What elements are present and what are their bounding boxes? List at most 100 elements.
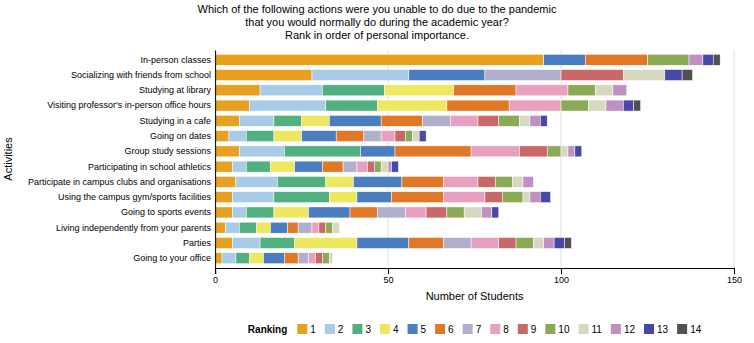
bar [360,146,395,157]
bar [215,85,260,96]
tick: Studying at library [139,85,212,95]
bar [232,161,246,172]
bar [270,222,287,233]
bar [312,222,319,233]
legend-label: 11 [591,324,602,335]
legend-swatch [644,324,654,334]
bar [575,146,582,157]
tick-label: Going on dates [150,131,212,141]
bar [250,253,264,264]
x-axis-title: Number of Students [426,290,524,302]
bar [499,115,520,126]
bar [264,253,285,264]
bar [357,237,409,248]
bar [215,115,239,126]
bar [561,100,589,111]
series [564,54,720,248]
bar [215,70,312,81]
bar [544,237,554,248]
legend-swatch [352,324,362,334]
bar [309,207,351,218]
bar [626,85,627,96]
bar [547,115,548,126]
grid-line [215,50,216,268]
bar [315,253,322,264]
legend-item: 10 [545,324,570,335]
legend-swatch [408,324,418,334]
plot-area: 050100150Going to your officePartiesLivi… [28,50,742,285]
tick: 50 [384,268,394,285]
bar [689,54,703,65]
legend: Ranking1234567891011121314 [248,324,702,335]
legend-item: 7 [463,324,482,335]
bar [426,131,427,142]
bar [509,100,561,111]
bar [412,131,419,142]
bar [215,54,544,65]
bar [246,161,270,172]
bar [232,207,246,218]
tick-label: 0 [213,275,218,285]
tick: Going to sports events [121,207,212,217]
bar [215,253,222,264]
bar [540,192,550,203]
bar [215,192,232,203]
bar [333,222,340,233]
bar [392,161,399,172]
bar [339,222,340,233]
bar [332,253,333,264]
legend-swatch [325,324,335,334]
series [264,54,586,263]
series [222,70,409,264]
bar [250,100,326,111]
series [215,54,544,263]
bar [581,146,582,157]
bar [443,176,478,187]
bar [236,253,250,264]
legend-item: 11 [578,324,602,335]
bar [239,115,274,126]
chart: 050100150Going to your officePartiesLivi… [0,0,754,343]
legend-label: 13 [657,324,669,335]
bar [232,192,274,203]
bar [274,207,309,218]
legend-label: 4 [393,324,399,335]
tick-mark [561,268,562,274]
grid-line [561,50,562,268]
bar [405,207,426,218]
legend-label: 12 [624,324,636,335]
bar [561,70,623,81]
bar [322,161,343,172]
bar [332,253,333,264]
tick: Participate in campus clubs and organisa… [28,177,212,187]
bar [499,237,516,248]
bar [388,161,391,172]
tick-label: Participate in campus clubs and organisa… [28,177,212,187]
legend-item: 13 [644,324,669,335]
bar [530,192,540,203]
grid [215,50,734,268]
bar [274,115,302,126]
bar [478,115,499,126]
bar [229,131,246,142]
tick: Studying in a cafe [140,116,212,126]
series [392,54,714,248]
bar [312,70,409,81]
bar [215,146,239,157]
bar [298,253,308,264]
bar [498,207,499,218]
bar [381,131,395,142]
y-axis-title: Activities [2,137,14,181]
bar [339,222,340,233]
legend-swatch [545,324,555,334]
tick-label: Parties [183,238,212,248]
y-axis: Going to your officePartiesLiving indepe… [28,51,216,269]
bars [215,54,720,263]
bar [589,100,606,111]
bar [357,161,367,172]
bar [381,115,423,126]
legend-swatch [578,324,588,334]
bar [322,85,384,96]
bar [568,85,596,96]
series [322,54,689,263]
